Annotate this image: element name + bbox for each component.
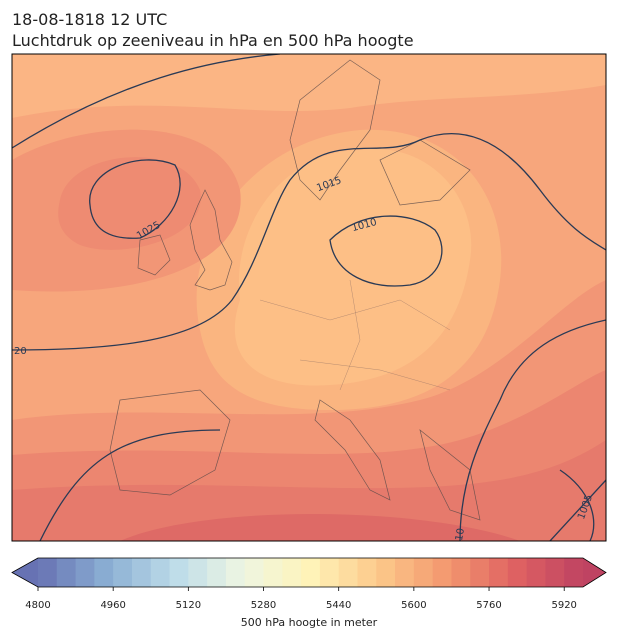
colorbar-segment (357, 558, 377, 587)
colorbar-tick-label: 5120 (176, 600, 201, 611)
colorbar-tick-label: 4800 (25, 600, 50, 611)
map: 1025 1015 1010 20 1005 10 (12, 54, 606, 541)
map-frame (11, 53, 607, 542)
colorbar-tick-label: 5440 (326, 600, 351, 611)
colorbar-extend-low (12, 558, 38, 587)
colorbar-extend-high (583, 558, 606, 587)
colorbar-segment (263, 558, 283, 587)
colorbar-segment (432, 558, 452, 587)
colorbar-segment (489, 558, 509, 587)
colorbar-outline (11, 557, 607, 588)
colorbar-segment (545, 558, 565, 587)
colorbar-segment (319, 558, 340, 587)
colorbar-segment (207, 558, 227, 587)
colorbar-segment (526, 558, 546, 587)
colorbar-segment (395, 558, 415, 587)
colorbar-segment (301, 558, 321, 587)
colorbar-segment (470, 558, 490, 587)
colorbar-tick-label: 5280 (251, 600, 276, 611)
colorbar-tick-label: 4960 (100, 600, 125, 611)
date-title: 18-08-1818 12 UTC (12, 10, 167, 29)
colorbar-segment (150, 558, 171, 587)
colorbar-segment (75, 558, 95, 587)
colorbar-segment (38, 558, 58, 587)
colorbar-segment (113, 558, 133, 587)
colorbar-segment (56, 558, 77, 587)
colorbar-segment (282, 558, 302, 587)
colorbar-segment (188, 558, 208, 587)
isobar-label: 10 (454, 527, 467, 541)
colorbar-segment (94, 558, 114, 587)
colorbar-segment (507, 558, 528, 587)
colorbar-segment (338, 558, 358, 587)
colorbar-tick-label: 5760 (476, 600, 501, 611)
colorbar: 4800 4960 5120 5280 5440 5600 5760 5920 (11, 557, 607, 611)
colorbar-segment (564, 558, 584, 587)
colorbar-segment (413, 558, 434, 587)
colorbar-segment (225, 558, 246, 587)
colorbar-tick-label: 5600 (401, 600, 426, 611)
colorbar-label: 500 hPa hoogte in meter (241, 616, 378, 629)
colorbar-segment (451, 558, 471, 587)
colorbar-segment (169, 558, 189, 587)
colorbar-segment (376, 558, 396, 587)
colorbar-segment (131, 558, 152, 587)
colorbar-segment (244, 558, 265, 587)
isobar-label: 20 (14, 346, 27, 357)
map-title: Luchtdruk op zeeniveau in hPa en 500 hPa… (12, 31, 414, 50)
colorbar-tick-label: 5920 (551, 600, 576, 611)
